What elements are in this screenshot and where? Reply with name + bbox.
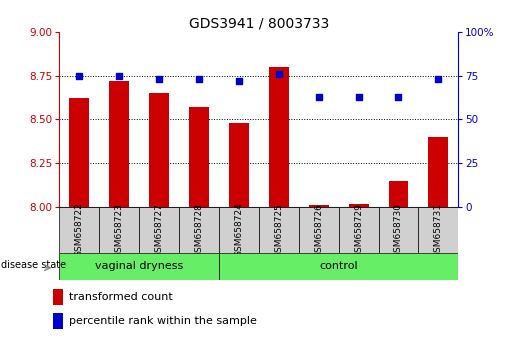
Text: GSM658723: GSM658723 xyxy=(115,202,124,258)
Text: GSM658724: GSM658724 xyxy=(234,203,243,257)
Text: disease state: disease state xyxy=(1,260,66,270)
Bar xyxy=(53,313,63,329)
Bar xyxy=(349,204,369,207)
Point xyxy=(235,78,243,84)
Bar xyxy=(259,207,299,253)
Point xyxy=(354,94,363,99)
Bar xyxy=(418,207,458,253)
Bar xyxy=(53,290,63,305)
Text: control: control xyxy=(319,261,358,272)
Bar xyxy=(219,207,259,253)
Bar xyxy=(229,123,249,207)
Point xyxy=(115,73,123,79)
Title: GDS3941 / 8003733: GDS3941 / 8003733 xyxy=(188,17,329,31)
Text: GSM658728: GSM658728 xyxy=(195,202,203,258)
Point xyxy=(155,76,163,82)
Bar xyxy=(269,67,289,207)
Text: vaginal dryness: vaginal dryness xyxy=(95,261,183,272)
Bar xyxy=(428,137,449,207)
Text: GSM658729: GSM658729 xyxy=(354,202,363,258)
Point xyxy=(75,73,83,79)
Bar xyxy=(69,98,89,207)
Bar xyxy=(379,207,418,253)
Bar xyxy=(59,207,99,253)
Bar xyxy=(339,207,379,253)
Text: GSM658725: GSM658725 xyxy=(274,202,283,258)
Text: GSM658731: GSM658731 xyxy=(434,202,443,258)
Text: GSM658727: GSM658727 xyxy=(154,202,163,258)
Point xyxy=(195,76,203,82)
Text: GSM658722: GSM658722 xyxy=(75,203,83,257)
Point xyxy=(394,94,403,99)
Bar xyxy=(59,253,219,280)
Text: transformed count: transformed count xyxy=(69,292,173,302)
Bar xyxy=(308,205,329,207)
Point xyxy=(315,94,323,99)
Bar xyxy=(179,207,219,253)
Text: GSM658726: GSM658726 xyxy=(314,202,323,258)
Text: percentile rank within the sample: percentile rank within the sample xyxy=(69,316,257,326)
Bar xyxy=(109,81,129,207)
Bar xyxy=(299,207,339,253)
Bar xyxy=(139,207,179,253)
Bar xyxy=(99,207,139,253)
Bar xyxy=(149,93,169,207)
Text: GSM658730: GSM658730 xyxy=(394,202,403,258)
Point xyxy=(434,76,442,82)
Bar xyxy=(189,107,209,207)
Point xyxy=(274,71,283,77)
Bar xyxy=(219,253,458,280)
Bar xyxy=(388,181,408,207)
